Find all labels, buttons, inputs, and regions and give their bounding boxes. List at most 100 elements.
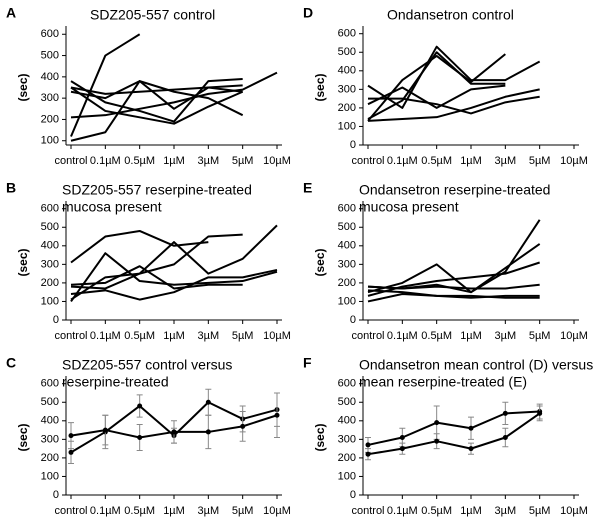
data-line xyxy=(367,289,540,299)
y-tick-label: 100 xyxy=(338,470,356,482)
x-tick-label: 1µM xyxy=(163,505,185,517)
y-tick-label: 0 xyxy=(350,139,356,151)
data-point xyxy=(68,433,74,439)
y-tick-label: 200 xyxy=(41,452,59,464)
y-tick-label: 100 xyxy=(338,295,356,307)
y-tick-label: 600 xyxy=(41,28,59,40)
x-tick-label: 0.1µM xyxy=(90,505,121,517)
y-tick-label: 400 xyxy=(41,71,59,83)
panel-label: E xyxy=(303,180,312,196)
x-tick-label: control xyxy=(54,505,87,517)
data-point xyxy=(137,403,143,409)
x-tick-label: control xyxy=(54,155,87,167)
y-tick-label: 0 xyxy=(350,314,356,326)
x-tick-label: 3µM xyxy=(198,155,220,167)
chart-title: SDZ205-557 control versus xyxy=(62,357,232,373)
data-point xyxy=(434,420,440,426)
x-tick-label: 1µM xyxy=(460,505,482,517)
panel-label: C xyxy=(6,355,16,371)
x-tick-label: control xyxy=(351,505,384,517)
data-point xyxy=(537,410,543,416)
data-point xyxy=(365,451,371,457)
y-tick-label: 300 xyxy=(338,83,356,95)
x-tick-label: 0.5µM xyxy=(124,155,155,167)
data-point xyxy=(399,435,405,440)
y-tick-label: 0 xyxy=(350,489,356,501)
x-tick-label: control xyxy=(351,330,384,342)
chart-subtitle: reserpine-treated xyxy=(62,374,169,390)
y-tick-label: 200 xyxy=(41,113,59,125)
y-tick-label: 300 xyxy=(41,433,59,445)
x-tick-label: 10µM xyxy=(263,330,291,342)
x-tick-label: 3µM xyxy=(495,505,517,517)
y-tick-label: 500 xyxy=(338,221,356,233)
y-axis-label: (sec) xyxy=(16,248,30,276)
chart-subtitle: mucosa present xyxy=(62,199,162,215)
chart-subtitle: mucosa present xyxy=(359,199,459,215)
data-line xyxy=(367,410,540,446)
data-point xyxy=(240,423,246,429)
data-point xyxy=(205,399,211,405)
x-tick-label: 5µM xyxy=(232,505,254,517)
y-tick-label: 400 xyxy=(41,240,59,252)
x-tick-label: 0.5µM xyxy=(421,155,452,167)
data-line xyxy=(368,95,540,115)
x-tick-label: 3µM xyxy=(495,155,517,167)
x-tick-label: 10µM xyxy=(560,330,588,342)
data-point xyxy=(102,427,108,433)
data-point xyxy=(137,435,143,440)
y-tick-label: 600 xyxy=(338,378,356,390)
x-tick-label: 0.5µM xyxy=(124,330,155,342)
data-point xyxy=(502,435,508,440)
x-tick-label: 5µM xyxy=(529,505,551,517)
data-line xyxy=(367,88,540,122)
data-line xyxy=(367,84,506,109)
data-point xyxy=(171,429,177,435)
x-tick-label: 3µM xyxy=(198,330,220,342)
x-tick-label: 1µM xyxy=(163,155,185,167)
x-tick-label: 1µM xyxy=(460,330,482,342)
data-line xyxy=(367,219,541,294)
x-tick-label: 3µM xyxy=(198,505,220,517)
x-tick-label: 0.1µM xyxy=(387,505,418,517)
y-tick-label: 500 xyxy=(338,46,356,58)
x-tick-label: 1µM xyxy=(460,155,482,167)
y-tick-label: 200 xyxy=(338,452,356,464)
data-line xyxy=(70,33,141,137)
y-tick-label: 500 xyxy=(41,221,59,233)
x-tick-label: 0.5µM xyxy=(124,505,155,517)
y-tick-label: 200 xyxy=(338,102,356,114)
data-line xyxy=(367,412,541,456)
y-tick-label: 300 xyxy=(41,258,59,270)
y-tick-label: 300 xyxy=(338,258,356,270)
chart-title: SDZ205-557 reserpine-treated xyxy=(62,182,252,198)
y-tick-label: 600 xyxy=(338,28,356,40)
x-tick-label: 3µM xyxy=(495,330,517,342)
y-tick-label: 100 xyxy=(41,470,59,482)
data-point xyxy=(68,449,74,455)
y-tick-label: 300 xyxy=(338,433,356,445)
chart-title: Ondansetron mean control (D) versus xyxy=(359,357,593,373)
y-tick-label: 400 xyxy=(338,415,356,427)
data-line xyxy=(70,252,278,303)
y-tick-label: 600 xyxy=(41,203,59,215)
data-line xyxy=(70,268,278,301)
x-tick-label: 0.5µM xyxy=(421,505,452,517)
y-tick-label: 600 xyxy=(41,378,59,390)
x-tick-label: 5µM xyxy=(232,330,254,342)
chart-title: Ondansetron reserpine-treated xyxy=(359,182,550,198)
x-tick-label: 10µM xyxy=(263,505,291,517)
chart-title: SDZ205-557 control xyxy=(90,7,215,23)
data-line xyxy=(70,84,243,95)
x-tick-label: 10µM xyxy=(560,505,588,517)
data-point xyxy=(274,412,280,418)
x-tick-label: 0.1µM xyxy=(387,330,418,342)
data-point xyxy=(502,410,508,416)
y-axis-label: (sec) xyxy=(313,423,327,451)
y-axis-label: (sec) xyxy=(16,73,30,101)
panel-label: D xyxy=(303,5,313,21)
x-tick-label: control xyxy=(351,155,384,167)
x-tick-label: 10µM xyxy=(560,155,588,167)
y-tick-label: 400 xyxy=(41,415,59,427)
